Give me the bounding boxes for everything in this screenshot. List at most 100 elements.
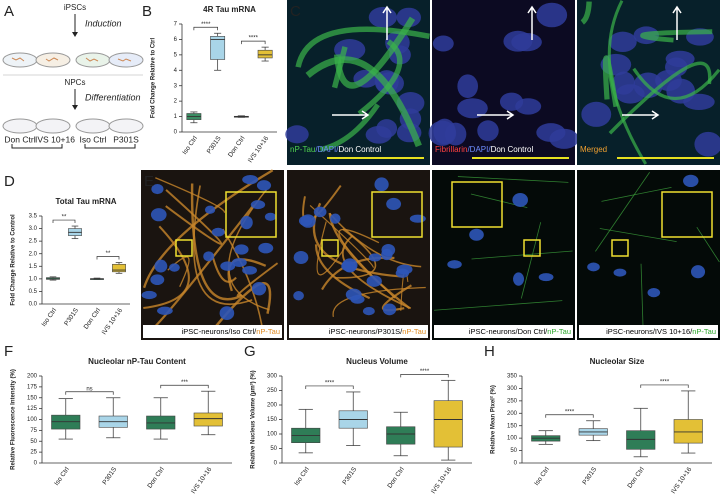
nucleus [169, 263, 180, 272]
nucleus [457, 74, 479, 99]
nucleus [690, 265, 706, 279]
significance-label: **** [420, 369, 430, 375]
chart-title: Nucleolar Size [590, 357, 645, 366]
x-tick-label: P301S [206, 135, 223, 156]
y-tick-label: 300 [507, 386, 518, 392]
zoom-box [321, 239, 339, 257]
neurite [236, 262, 279, 297]
neurite [457, 176, 569, 183]
y-tick-label: 6 [174, 37, 178, 43]
neurite [696, 226, 720, 263]
significance-bracket [640, 384, 689, 388]
y-tick-label: 7 [174, 22, 178, 28]
nucleus [203, 251, 215, 262]
neurite [334, 228, 377, 279]
nucleus [396, 264, 413, 275]
caption-part: Don Control [338, 145, 381, 154]
x-tick-label: IVS 10+16 [430, 466, 453, 495]
micrograph: nP-Tau/DAPI/Don Control [285, 0, 430, 165]
nucleus [330, 213, 341, 224]
panel-letter: A [4, 3, 14, 20]
caption-part: Don Control [491, 145, 534, 154]
neurite [165, 189, 222, 245]
diagram-label: NPCs [65, 78, 86, 87]
x-tick-label: Iso Ctrl [293, 466, 311, 487]
y-tick-label: 3.5 [29, 214, 38, 220]
zoom-box [523, 239, 541, 257]
significance-bracket [96, 256, 120, 260]
box [210, 36, 226, 60]
y-tick-label: 50 [510, 448, 517, 454]
arrow [332, 110, 370, 120]
box [673, 419, 703, 444]
chart-title: 4R Tau mRNA [203, 5, 256, 14]
y-tick-label: 200 [267, 403, 278, 409]
nucleus [538, 273, 554, 282]
nucleus [264, 212, 277, 221]
image-caption: nP-Tau/DAPI/Don Control [290, 145, 381, 154]
nucleus [251, 281, 267, 296]
significance-label: ** [62, 215, 67, 221]
nucleus [409, 214, 426, 223]
caption-bg [579, 325, 718, 338]
arrow [672, 5, 682, 40]
significance-label: **** [201, 22, 211, 28]
nucleus [219, 306, 235, 321]
neurite [640, 29, 713, 43]
nucleus [368, 6, 397, 28]
nucleus [298, 215, 313, 227]
arrow-head [72, 32, 78, 37]
significance-label: ns [86, 386, 92, 392]
y-tick-label: 125 [27, 406, 38, 412]
zoom-inset [371, 191, 423, 238]
chart-title: Nucleus Volume [346, 357, 408, 366]
significance-bracket [305, 385, 354, 389]
arrow [477, 110, 515, 120]
chart-title: Total Tau mRNA [55, 197, 116, 206]
micrograph: iPSC-neurons/Iso Ctrl/nP-Tau [141, 169, 284, 340]
y-tick-label: 100 [267, 432, 278, 438]
dish-label: IVS 10+16 [35, 134, 75, 144]
box [193, 412, 223, 427]
y-tick-label: 5 [174, 52, 178, 58]
x-tick-label: IVS 10+16 [247, 135, 270, 164]
y-tick-label: 200 [507, 411, 518, 417]
y-tick-label: 0 [514, 461, 518, 467]
significance-bracket [241, 40, 266, 45]
y-tick-label: 250 [507, 398, 518, 404]
nucleus [613, 268, 627, 277]
image-background [287, 170, 430, 340]
panel-letter: C [290, 3, 301, 20]
micrograph: Merged [577, 0, 720, 165]
y-axis-label: Fold Change Relative to Ctrl [151, 37, 157, 118]
neurite [599, 228, 677, 242]
y-tick-label: 0.5 [29, 289, 38, 295]
arrow [622, 110, 660, 120]
y-tick-label: 300 [267, 374, 278, 380]
nucleus [220, 261, 236, 271]
zoom-box [611, 239, 629, 257]
significance-label: **** [325, 381, 335, 387]
caption-part: Fibrillarin [435, 145, 467, 154]
zoom-inset [225, 191, 277, 238]
y-axis-label: Relative Nucleus Volume (µm³) (%) [250, 370, 257, 468]
nucleus [204, 205, 216, 214]
caption-bg [143, 325, 282, 338]
x-tick-label: IVS 10+16 [190, 466, 213, 495]
caption-part: nP-Tau [402, 327, 426, 336]
nucleus [366, 275, 382, 287]
box [112, 263, 126, 273]
panel-letter: B [142, 3, 152, 20]
nucleus [396, 7, 421, 28]
dish-label: Don Ctrl [4, 134, 35, 144]
panel-letter: H [484, 343, 495, 360]
caption-part: iPSC-neurons/Iso Ctrl/ [182, 327, 258, 336]
y-tick-label: 100 [27, 417, 38, 423]
nucleus [469, 228, 484, 241]
neurite [471, 250, 573, 260]
caption-part: iPSC-neurons/P301S/ [329, 327, 403, 336]
nucleus [341, 261, 352, 271]
zoom-inset [661, 191, 713, 238]
diagram-label: iPSCs [64, 3, 86, 12]
x-tick-label: IVS 10+16 [101, 307, 124, 336]
